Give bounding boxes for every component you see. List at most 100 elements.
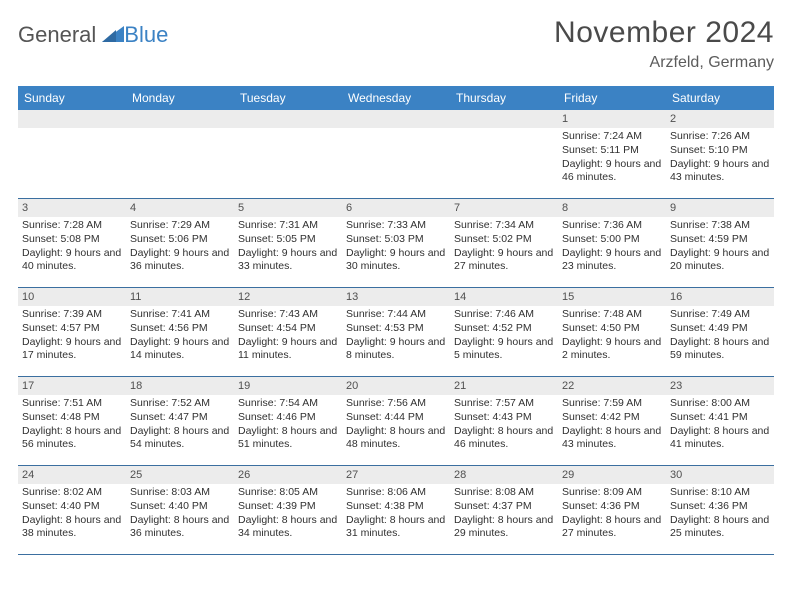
page-header: General Blue November 2024 Arzfeld, Germ… (18, 16, 774, 72)
sunset-text: Sunset: 4:43 PM (454, 411, 554, 425)
day-number: 21 (450, 377, 558, 395)
day-number: 24 (18, 466, 126, 484)
calendar-cell: 19Sunrise: 7:54 AMSunset: 4:46 PMDayligh… (234, 377, 342, 465)
calendar-row: 24Sunrise: 8:02 AMSunset: 4:40 PMDayligh… (18, 466, 774, 555)
sunset-text: Sunset: 5:02 PM (454, 233, 554, 247)
day-number: 9 (666, 199, 774, 217)
day-header: Tuesday (234, 86, 342, 110)
calendar-cell: 28Sunrise: 8:08 AMSunset: 4:37 PMDayligh… (450, 466, 558, 554)
calendar-cell (342, 110, 450, 198)
day-number: 15 (558, 288, 666, 306)
calendar-cell: 7Sunrise: 7:34 AMSunset: 5:02 PMDaylight… (450, 199, 558, 287)
calendar-cell: 15Sunrise: 7:48 AMSunset: 4:50 PMDayligh… (558, 288, 666, 376)
day-number (450, 110, 558, 128)
sunrise-text: Sunrise: 7:24 AM (562, 130, 662, 144)
calendar-row: 3Sunrise: 7:28 AMSunset: 5:08 PMDaylight… (18, 199, 774, 288)
calendar-cell: 11Sunrise: 7:41 AMSunset: 4:56 PMDayligh… (126, 288, 234, 376)
day-number: 28 (450, 466, 558, 484)
daylight-text: Daylight: 8 hours and 46 minutes. (454, 425, 554, 452)
calendar-cell: 12Sunrise: 7:43 AMSunset: 4:54 PMDayligh… (234, 288, 342, 376)
sunset-text: Sunset: 5:03 PM (346, 233, 446, 247)
daylight-text: Daylight: 8 hours and 34 minutes. (238, 514, 338, 541)
calendar: SundayMondayTuesdayWednesdayThursdayFrid… (18, 86, 774, 555)
sunset-text: Sunset: 4:53 PM (346, 322, 446, 336)
sunset-text: Sunset: 5:06 PM (130, 233, 230, 247)
day-number: 11 (126, 288, 234, 306)
sunrise-text: Sunrise: 7:31 AM (238, 219, 338, 233)
calendar-cell: 8Sunrise: 7:36 AMSunset: 5:00 PMDaylight… (558, 199, 666, 287)
day-number (18, 110, 126, 128)
title-block: November 2024 Arzfeld, Germany (554, 16, 774, 72)
day-number: 25 (126, 466, 234, 484)
sunrise-text: Sunrise: 7:48 AM (562, 308, 662, 322)
sunset-text: Sunset: 4:36 PM (562, 500, 662, 514)
sunrise-text: Sunrise: 7:36 AM (562, 219, 662, 233)
sunset-text: Sunset: 4:57 PM (22, 322, 122, 336)
daylight-text: Daylight: 9 hours and 5 minutes. (454, 336, 554, 363)
daylight-text: Daylight: 9 hours and 33 minutes. (238, 247, 338, 274)
sunset-text: Sunset: 4:46 PM (238, 411, 338, 425)
calendar-cell: 5Sunrise: 7:31 AMSunset: 5:05 PMDaylight… (234, 199, 342, 287)
daylight-text: Daylight: 8 hours and 56 minutes. (22, 425, 122, 452)
calendar-cell: 21Sunrise: 7:57 AMSunset: 4:43 PMDayligh… (450, 377, 558, 465)
sunrise-text: Sunrise: 7:44 AM (346, 308, 446, 322)
day-number: 16 (666, 288, 774, 306)
day-number: 17 (18, 377, 126, 395)
day-number: 26 (234, 466, 342, 484)
day-number: 3 (18, 199, 126, 217)
day-header-row: SundayMondayTuesdayWednesdayThursdayFrid… (18, 86, 774, 110)
daylight-text: Daylight: 9 hours and 11 minutes. (238, 336, 338, 363)
day-number: 5 (234, 199, 342, 217)
day-number: 4 (126, 199, 234, 217)
calendar-cell: 14Sunrise: 7:46 AMSunset: 4:52 PMDayligh… (450, 288, 558, 376)
sunrise-text: Sunrise: 7:38 AM (670, 219, 770, 233)
logo: General Blue (18, 16, 168, 48)
calendar-cell: 27Sunrise: 8:06 AMSunset: 4:38 PMDayligh… (342, 466, 450, 554)
daylight-text: Daylight: 9 hours and 23 minutes. (562, 247, 662, 274)
daylight-text: Daylight: 9 hours and 20 minutes. (670, 247, 770, 274)
sunset-text: Sunset: 4:48 PM (22, 411, 122, 425)
day-number: 30 (666, 466, 774, 484)
daylight-text: Daylight: 8 hours and 31 minutes. (346, 514, 446, 541)
sunset-text: Sunset: 4:39 PM (238, 500, 338, 514)
sunrise-text: Sunrise: 7:28 AM (22, 219, 122, 233)
calendar-cell: 4Sunrise: 7:29 AMSunset: 5:06 PMDaylight… (126, 199, 234, 287)
daylight-text: Daylight: 8 hours and 41 minutes. (670, 425, 770, 452)
sunset-text: Sunset: 4:40 PM (130, 500, 230, 514)
calendar-cell (234, 110, 342, 198)
day-header: Sunday (18, 86, 126, 110)
daylight-text: Daylight: 9 hours and 36 minutes. (130, 247, 230, 274)
daylight-text: Daylight: 8 hours and 29 minutes. (454, 514, 554, 541)
sunrise-text: Sunrise: 7:43 AM (238, 308, 338, 322)
daylight-text: Daylight: 8 hours and 51 minutes. (238, 425, 338, 452)
calendar-cell: 9Sunrise: 7:38 AMSunset: 4:59 PMDaylight… (666, 199, 774, 287)
month-title: November 2024 (554, 16, 774, 50)
calendar-cell: 23Sunrise: 8:00 AMSunset: 4:41 PMDayligh… (666, 377, 774, 465)
calendar-cell: 29Sunrise: 8:09 AMSunset: 4:36 PMDayligh… (558, 466, 666, 554)
sunrise-text: Sunrise: 7:59 AM (562, 397, 662, 411)
sunrise-text: Sunrise: 8:05 AM (238, 486, 338, 500)
day-number (126, 110, 234, 128)
sunset-text: Sunset: 4:41 PM (670, 411, 770, 425)
sunset-text: Sunset: 4:50 PM (562, 322, 662, 336)
calendar-cell: 10Sunrise: 7:39 AMSunset: 4:57 PMDayligh… (18, 288, 126, 376)
daylight-text: Daylight: 8 hours and 48 minutes. (346, 425, 446, 452)
day-number (234, 110, 342, 128)
day-header: Wednesday (342, 86, 450, 110)
calendar-cell: 16Sunrise: 7:49 AMSunset: 4:49 PMDayligh… (666, 288, 774, 376)
calendar-cell: 30Sunrise: 8:10 AMSunset: 4:36 PMDayligh… (666, 466, 774, 554)
day-header: Thursday (450, 86, 558, 110)
calendar-cell: 26 Sunrise: 8:05 AMSunset: 4:39 PMDayligh… (234, 466, 342, 554)
day-number: 27 (342, 466, 450, 484)
sunrise-text: Sunrise: 7:56 AM (346, 397, 446, 411)
daylight-text: Daylight: 9 hours and 27 minutes. (454, 247, 554, 274)
day-number: 22 (558, 377, 666, 395)
calendar-cell: 20Sunrise: 7:56 AMSunset: 4:44 PMDayligh… (342, 377, 450, 465)
sunrise-text: Sunrise: 7:34 AM (454, 219, 554, 233)
sunset-text: Sunset: 4:56 PM (130, 322, 230, 336)
daylight-text: Daylight: 9 hours and 46 minutes. (562, 158, 662, 185)
daylight-text: Daylight: 8 hours and 27 minutes. (562, 514, 662, 541)
day-number: 18 (126, 377, 234, 395)
sunrise-text: Sunrise: 7:33 AM (346, 219, 446, 233)
sunset-text: Sunset: 4:47 PM (130, 411, 230, 425)
